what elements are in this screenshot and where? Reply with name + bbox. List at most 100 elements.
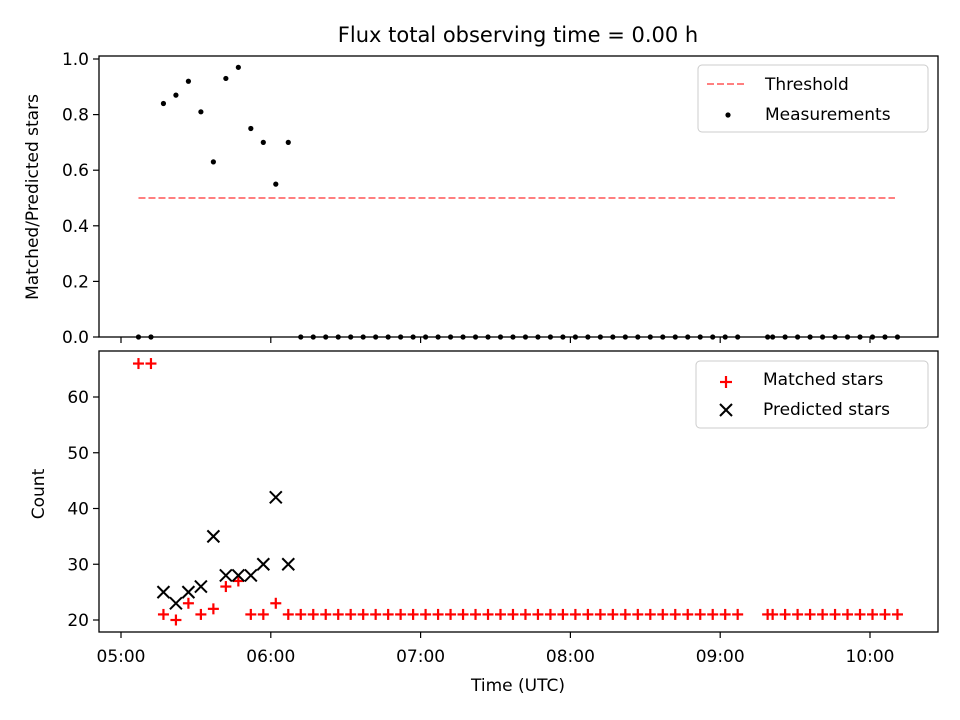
measurement-point [410, 334, 416, 340]
matched-star-point [232, 575, 244, 587]
measurement-point [310, 334, 316, 340]
measurement-point [298, 334, 304, 340]
measurement-point [198, 109, 204, 115]
matched-star-point [170, 614, 182, 626]
matched-star-point [544, 608, 556, 620]
matched-star-point [470, 608, 482, 620]
measurement-point [497, 334, 504, 340]
top-plot-frame [98, 55, 939, 338]
matched-star-point [804, 608, 816, 620]
measurement-point [819, 334, 826, 340]
bottom-y-tick-label: 50 [67, 444, 89, 464]
bottom-y-axis: 20 30 40 50 60 [67, 388, 99, 631]
matched-star-point [532, 608, 544, 620]
top-y-tick-label: 0.4 [62, 217, 89, 237]
measurement-point [235, 64, 241, 70]
top-y-tick-label: 0.2 [62, 272, 89, 292]
matched-star-point [569, 608, 581, 620]
predicted-star-point [194, 579, 208, 594]
measurement-point [857, 334, 863, 340]
measurement-point [173, 92, 179, 98]
measurement-point [535, 334, 541, 340]
matched-star-point [707, 608, 719, 620]
top-y-tick-label: 0.6 [62, 161, 89, 181]
measurement-point [385, 334, 391, 340]
predicted-star-point [219, 568, 233, 583]
predicted-star-point [156, 585, 171, 599]
measurement-point [770, 334, 776, 340]
matched-star-point [767, 608, 779, 620]
matched-star-point [345, 608, 357, 620]
bottom-y-tick-label: 40 [67, 500, 89, 520]
measurement-point [685, 334, 691, 340]
measurement-point [335, 334, 341, 340]
matched-star-point [594, 608, 606, 620]
bottom-y-tick-label: 60 [67, 388, 89, 408]
predicted-star-point [169, 596, 183, 610]
matched-star-point [582, 608, 594, 620]
x-tick-label: 08:00 [546, 647, 595, 667]
matched-star-point [207, 603, 219, 615]
bottom-legend: Matched stars Predicted stars [695, 360, 929, 429]
measurement-point [248, 125, 254, 132]
measurement-point [610, 334, 616, 340]
matched-star-point [891, 608, 903, 620]
bottom-plot-frame [98, 350, 939, 633]
matched-star-point [632, 608, 644, 620]
bottom-x-axis: 05:00 06:00 07:00 08:00 09:00 10:00 [97, 632, 895, 667]
matched-star-point [457, 608, 469, 620]
measurement-point [869, 334, 876, 340]
top-y-tick-label: 0.0 [62, 328, 89, 348]
matched-star-point [779, 608, 791, 620]
matched-star-point [519, 608, 531, 620]
top-y-tick-label: 1.0 [62, 50, 89, 70]
measurement-point [894, 334, 901, 340]
legend-predicted-label: Predicted stars [763, 400, 890, 420]
measurement-point [373, 334, 379, 340]
measurement-point [660, 334, 666, 340]
matched-star-point [382, 608, 394, 620]
measurement-point [485, 334, 491, 340]
predicted-star-point [206, 529, 221, 544]
bottom-legend-box [695, 360, 929, 429]
matched-star-point [257, 608, 269, 620]
top-legend-box [697, 64, 929, 133]
x-tick-label: 10:00 [846, 647, 895, 667]
measurement-point [765, 334, 771, 340]
measurement-point [782, 334, 788, 340]
measurement-point [398, 334, 404, 340]
bottom-ylabel: Count [29, 468, 49, 519]
matched-star-point [792, 608, 804, 620]
x-tick-label: 09:00 [696, 647, 745, 667]
matched-star-point [619, 608, 631, 620]
measurement-point [323, 334, 329, 340]
x-axis-label: Time (UTC) [470, 676, 565, 696]
measurement-point [710, 334, 716, 340]
top-marks [135, 64, 901, 340]
measurement-point [185, 78, 192, 84]
measurement-point [597, 334, 603, 340]
measurement-point [882, 334, 888, 340]
matched-star-point [854, 608, 866, 620]
matched-star-point [842, 608, 854, 620]
matched-star-point [295, 608, 307, 620]
measurement-point [435, 334, 441, 340]
measurement-point [360, 334, 366, 340]
legend-measurements-swatch [725, 112, 731, 118]
legend-measurements-label: Measurements [765, 105, 891, 125]
matched-star-point [395, 608, 407, 620]
measurement-point [635, 334, 641, 340]
top-y-axis: 0.0 0.2 0.4 0.6 0.8 1.0 [62, 50, 99, 348]
measurement-point [522, 334, 529, 340]
matched-star-point [132, 358, 144, 370]
predicted-star-point [244, 568, 258, 583]
matched-star-point [282, 608, 294, 620]
measurement-point [135, 334, 142, 340]
measurement-point [260, 139, 266, 145]
measurement-point [560, 334, 566, 340]
predicted-star-point [256, 557, 271, 571]
x-tick-label: 05:00 [97, 647, 146, 667]
matched-star-point [482, 608, 494, 620]
matched-star-point [270, 597, 282, 609]
